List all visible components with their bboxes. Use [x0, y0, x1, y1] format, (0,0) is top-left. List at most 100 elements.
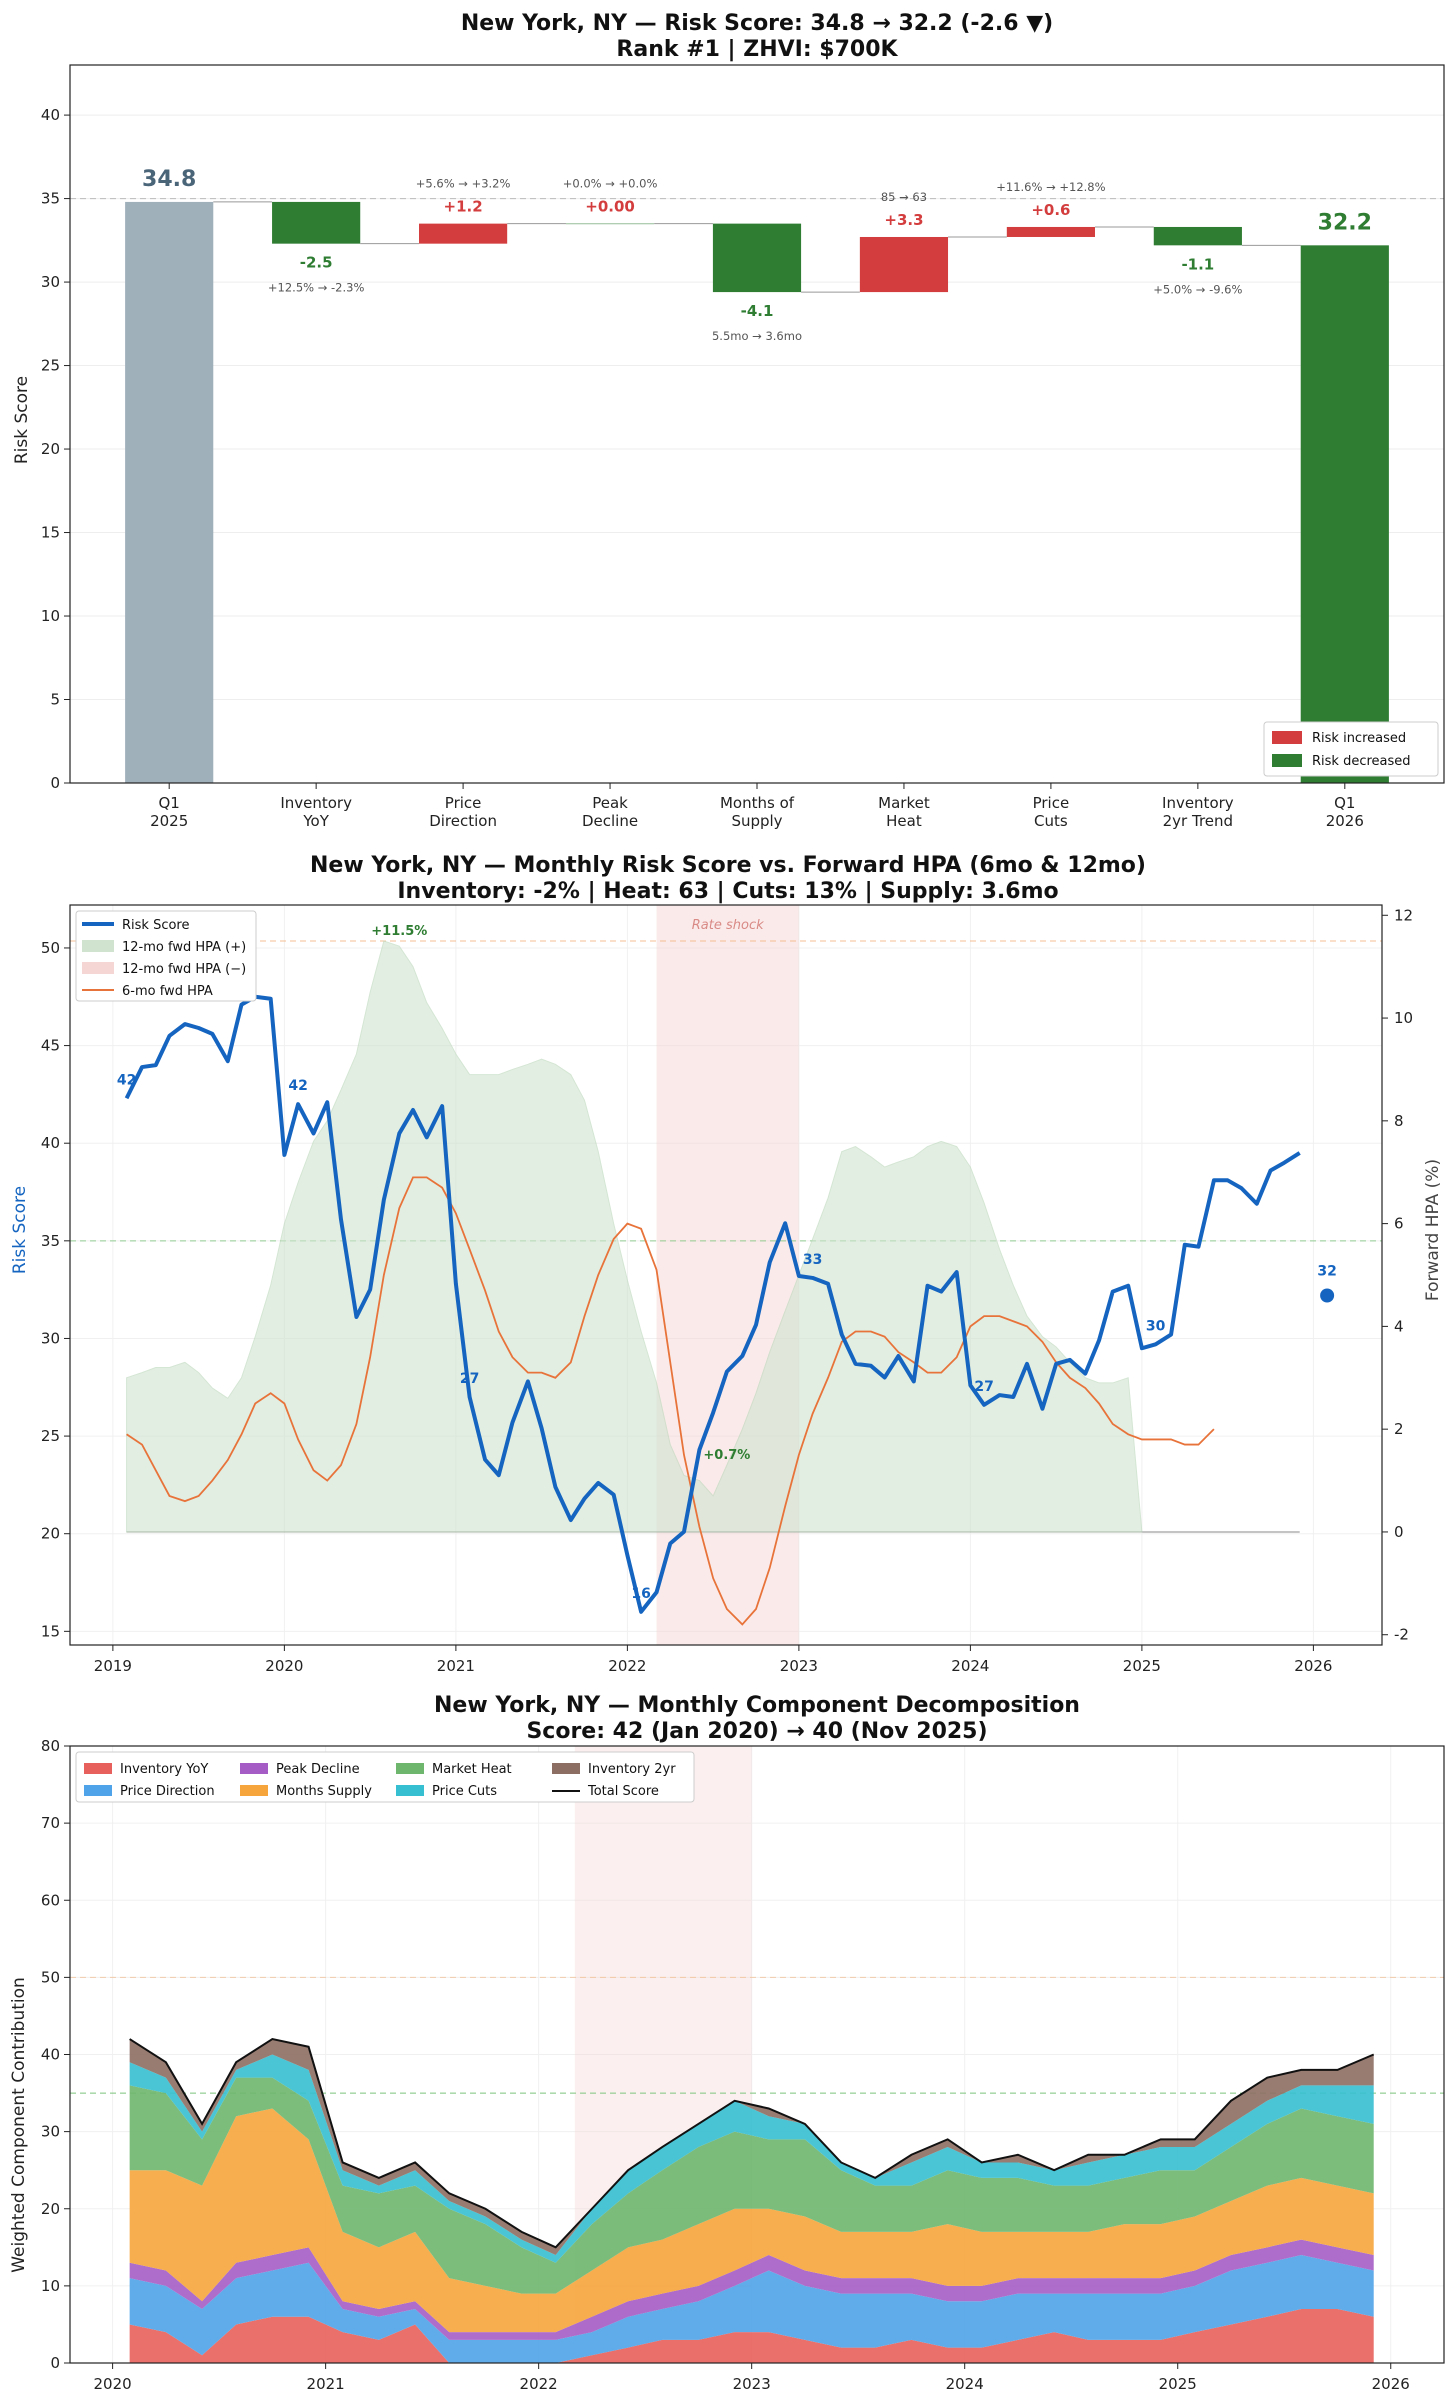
comp-area-market-heat: [129, 2077, 1374, 2294]
risk-score-latest-point: [1320, 1288, 1335, 1303]
line-subtitle: Inventory: -2% | Heat: 63 | Cuts: 13% | …: [397, 879, 1058, 904]
comp-legend-label: Price Direction: [120, 1784, 215, 1799]
hpa-y2tick-label: 10: [1394, 1009, 1413, 1027]
comp-legend-swatch: [84, 1785, 112, 1796]
waterfall-yticks: 0 5 10 15 20 25 30 35 40: [41, 106, 70, 792]
wf-delta-bar: [272, 201, 361, 244]
wf-xtick-label: Decline: [582, 812, 638, 830]
comp-legend-swatch: [240, 1785, 268, 1796]
comp-xtick-label: 2026: [1372, 2375, 1410, 2393]
wf-delta-label: -1.1: [1181, 255, 1214, 273]
risk-score-annotation: 42: [288, 1078, 307, 1094]
comp-legend-swatch: [552, 1763, 580, 1774]
wf-ytick-label: 20: [41, 440, 60, 458]
area-subtitle: Score: 42 (Jan 2020) → 40 (Nov 2025): [526, 1719, 987, 1744]
hpa-xtick-label: 2025: [1123, 1657, 1161, 1675]
wf-ytick-label: 5: [50, 691, 60, 709]
comp-ytick-label: 20: [41, 2200, 60, 2218]
waterfall-legend: Risk increased Risk decreased: [1263, 721, 1439, 777]
waterfall-marks: 34.8 -2.5 +12.5% → -2.3% +1.2 +5.6% → +3.2% +…: [125, 167, 1389, 784]
hpa-y2tick-label: -2: [1394, 1626, 1409, 1644]
hpa-ytick-label: 45: [41, 1037, 60, 1055]
comp-ytick-label: 10: [41, 2277, 60, 2295]
wf-xtick-label: Peak: [592, 794, 628, 812]
hpa-xtick-label: 2021: [437, 1657, 475, 1675]
wf-ytick-label: 0: [50, 774, 60, 792]
area-marks: [70, 1746, 1444, 2363]
wf-ytick-label: 10: [41, 607, 60, 625]
wf-xtick-label: Cuts: [1034, 812, 1068, 830]
waterfall-subtitle: Rank #1 | ZHVI: $700K: [616, 37, 898, 62]
wf-delta-detail: 5.5mo → 3.6mo: [712, 329, 802, 343]
comp-area-inventory-yoy: [129, 2309, 1374, 2363]
area-ticks: 2020 2021 2022 2023 2024 2025 2026 0 10 20 30 40 50 6…: [41, 1737, 1410, 2393]
comp-legend-label: Price Cuts: [432, 1784, 497, 1799]
risk-vs-hpa-chart: New York, NY — Monthly Risk Score vs. Fo…: [10, 853, 1443, 1675]
hpa-y2tick-label: 0: [1394, 1523, 1404, 1541]
wf-delta-bar: [565, 223, 655, 225]
wf-start-label: 34.8: [142, 167, 196, 192]
risk-score-annotation: 33: [803, 1252, 822, 1268]
area-legend-items: Inventory YoY Price Direction Peak Decline…: [84, 1762, 676, 1799]
risk-score-annotation: 30: [1146, 1318, 1166, 1334]
hpa-xtick-label: 2024: [951, 1657, 989, 1675]
comp-area-months-supply: [129, 2108, 1374, 2333]
hpa-ytick-label: 35: [41, 1232, 60, 1250]
comp-legend-swatch: [84, 1763, 112, 1774]
legend-decrease-label: Risk decreased: [1312, 754, 1411, 769]
waterfall-title: New York, NY — Risk Score: 34.8 → 32.2 (…: [461, 11, 1053, 36]
comp-xtick-label: 2020: [94, 2375, 132, 2393]
hpa-ytick-label: 50: [41, 939, 60, 957]
wf-xtick-label: Inventory: [1162, 794, 1234, 812]
legend-hpa-neg-swatch: [82, 962, 114, 974]
comp-legend-label: Inventory 2yr: [588, 1762, 676, 1777]
comp-ytick-label: 80: [41, 1737, 60, 1755]
area-title: New York, NY — Monthly Component Decompo…: [434, 1693, 1080, 1718]
wf-delta-detail: 85 → 63: [881, 190, 927, 204]
line-ticks: 2019 2020 2021 2022 2023 2024 2025 202615202530…: [41, 906, 1413, 1675]
comp-ytick-label: 70: [41, 1814, 60, 1832]
hpa-ytick-label: 30: [41, 1329, 60, 1347]
legend-hpa-pos-swatch: [82, 940, 114, 952]
risk-score-annotation: 42: [117, 1072, 136, 1088]
wf-delta-label: -2.5: [300, 254, 333, 272]
wf-delta-bar: [712, 223, 802, 293]
line-title: New York, NY — Monthly Risk Score vs. Fo…: [310, 853, 1146, 878]
component-decomposition-chart: New York, NY — Monthly Component Decompo…: [9, 1693, 1445, 2393]
legend-increase-swatch: [1272, 731, 1302, 744]
wf-delta-bar: [419, 223, 508, 244]
wf-xtick-label: Q1: [159, 794, 180, 812]
wf-delta-detail: +11.6% → +12.8%: [996, 180, 1105, 194]
wf-xtick-label: Price: [1033, 794, 1070, 812]
line-legend: Risk Score 12-mo fwd HPA (+) 12-mo fwd H…: [75, 910, 257, 1002]
comp-ytick-label: 30: [41, 2123, 60, 2141]
hpa-xtick-label: 2022: [608, 1657, 646, 1675]
hpa-y2tick-label: 6: [1394, 1215, 1404, 1233]
area-ylabel: Weighted Component Contribution: [9, 1977, 29, 2273]
comp-ytick-label: 50: [41, 1968, 60, 1986]
waterfall-chart: New York, NY — Risk Score: 34.8 → 32.2 (…: [12, 11, 1445, 830]
wf-xtick-label: Supply: [731, 812, 782, 830]
comp-area-inventory-2yr: [129, 2039, 1374, 2256]
comp-ytick-label: 40: [41, 2046, 60, 2064]
comp-total-line: [129, 2038, 1375, 2249]
comp-xtick-label: 2025: [1159, 2375, 1197, 2393]
wf-ytick-label: 40: [41, 106, 60, 124]
wf-delta-label: +0.00: [585, 198, 635, 216]
hpa-y2tick-label: 12: [1394, 906, 1413, 924]
hpa-y2tick-label: 2: [1394, 1420, 1404, 1438]
legend-risk-label: Risk Score: [122, 918, 190, 933]
area-legend-box: [75, 1751, 695, 1803]
hpa-12mo-area: [126, 940, 1143, 1533]
wf-delta-detail: +5.6% → +3.2%: [416, 177, 511, 191]
comp-xtick-label: 2021: [307, 2375, 345, 2393]
legend-hpa6-label: 6-mo fwd HPA: [122, 984, 213, 999]
wf-delta-label: -4.1: [741, 302, 774, 320]
comp-xtick-label: 2022: [520, 2375, 558, 2393]
wf-delta-bar: [1006, 226, 1095, 237]
wf-ytick-label: 15: [41, 524, 60, 542]
comp-xtick-label: 2024: [946, 2375, 984, 2393]
comp-legend-label: Total Score: [587, 1784, 659, 1799]
wf-xtick-label: Months of: [720, 794, 795, 812]
wf-delta-label: +0.6: [1031, 201, 1070, 219]
